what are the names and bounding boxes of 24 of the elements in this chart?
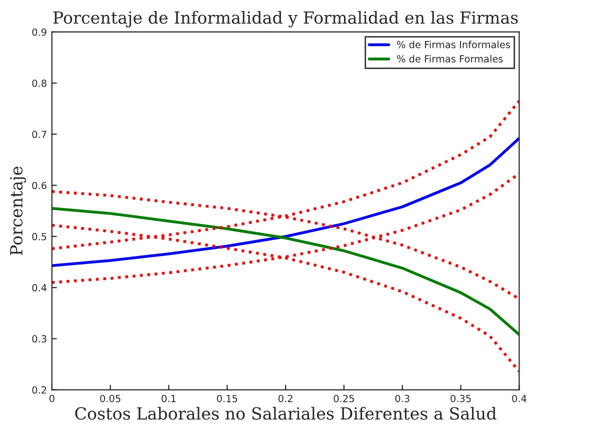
x-tick-label: 0.4 <box>512 394 526 402</box>
line-series <box>52 206 520 336</box>
y-tick-label: 0.3 <box>32 335 46 343</box>
y-tick-label: 0.5 <box>32 232 46 240</box>
y-tick-label: 0.2 <box>32 386 46 394</box>
x-tick-label: 0.1 <box>162 394 176 402</box>
x-tick-label: 0.3 <box>395 394 410 402</box>
y-tick-label: 0.4 <box>32 284 47 292</box>
y-tick-label: 0.7 <box>32 130 46 138</box>
line-series <box>52 136 520 267</box>
legend-label: % de Firmas Informales <box>397 40 510 48</box>
x-tick-label: 0.15 <box>216 394 238 402</box>
y-tick-label: 0.8 <box>32 80 46 87</box>
y-tick-label: 0.6 <box>32 182 46 190</box>
x-tick-label: 0.35 <box>450 394 471 402</box>
x-tick-label: 0.25 <box>334 394 354 402</box>
x-tick-label: 0 <box>49 394 54 402</box>
y-tick-label: 0.9 <box>32 28 46 36</box>
legend-label: % de Firmas Formales <box>397 54 503 63</box>
x-tick-label: 0.05 <box>100 394 120 402</box>
x-axis-title: Costos Laborales no Salariales Diferentes a Salud <box>75 406 496 420</box>
chart-title: Porcentaje de Informalidad y Formalidad en las Firmas <box>53 10 518 28</box>
x-tick-label: 0.2 <box>278 394 292 402</box>
y-axis-title: Porcentaje <box>10 166 26 256</box>
